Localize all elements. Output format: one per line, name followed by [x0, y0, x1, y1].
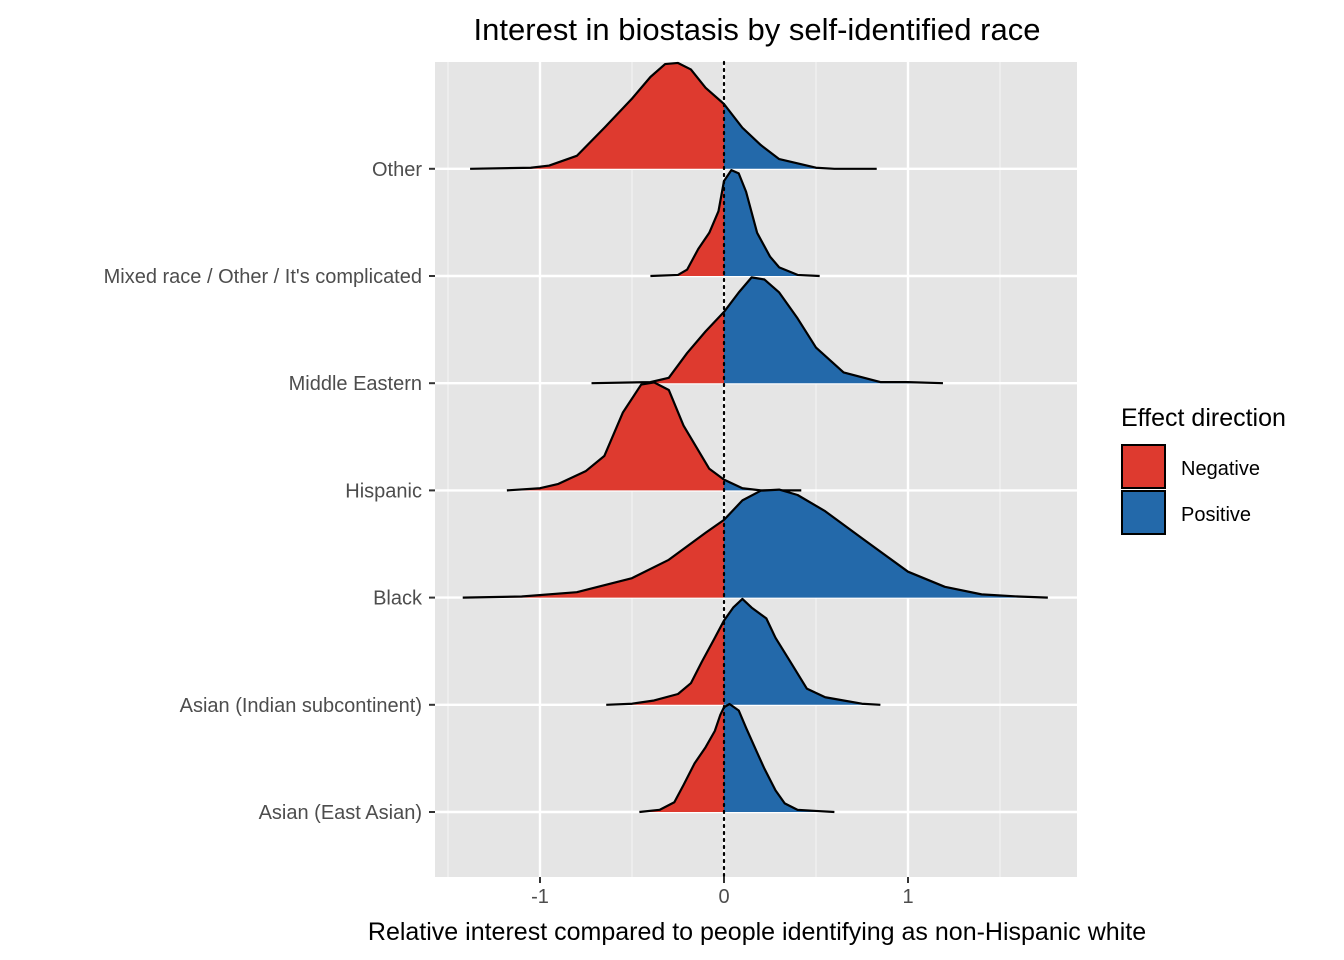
ridge-outline: [639, 702, 835, 814]
ridge-other: [470, 61, 877, 170]
density-ridges: [462, 61, 1048, 814]
ridge-area-negative: [591, 311, 724, 384]
y-tick-label: Black: [373, 588, 423, 610]
x-tick-label: -1: [531, 886, 549, 908]
ridge-asian-indian-subcontinent: [606, 597, 881, 706]
ridge-hispanic: [506, 381, 802, 492]
legend-label-positive: Positive: [1181, 504, 1251, 526]
ridge-area-negative: [639, 707, 724, 812]
y-tick-label: Other: [372, 159, 422, 181]
y-axis: Asian (East Asian) Asian (Indian subconti…: [104, 159, 435, 824]
ridge-area-negative: [650, 180, 724, 276]
ridge-area-negative: [506, 382, 724, 491]
y-tick-label: Mixed race / Other / It's complicated: [104, 266, 422, 288]
ridge-area-negative: [606, 620, 724, 705]
ridge-outline: [606, 597, 881, 706]
x-axis-title: Relative interest compared to people ide…: [368, 918, 1146, 946]
ridge-outline: [470, 61, 877, 170]
y-tick-label: Asian (East Asian): [259, 802, 422, 824]
legend-swatch-negative: [1121, 444, 1166, 489]
ridge-asian-east-asian: [639, 702, 835, 814]
ridge-area-positive: [724, 598, 881, 705]
legend: Effect direction Negative Positive: [1121, 404, 1286, 535]
plot-panel: [435, 62, 1077, 877]
y-tick-label: Asian (Indian subcontinent): [180, 695, 422, 717]
ridge-mixed-race-other-it-s-complicated: [650, 169, 820, 278]
ridge-area-positive: [724, 170, 820, 276]
x-axis: -1 0 1: [531, 877, 914, 908]
ridge-black: [462, 488, 1048, 599]
ridge-area-negative: [462, 519, 724, 598]
ridge-area-positive: [724, 489, 1048, 598]
ridge-area-positive: [724, 704, 835, 812]
y-tick-label: Middle Eastern: [289, 373, 422, 395]
ridge-area-negative: [470, 62, 724, 169]
ridge-outline: [591, 276, 943, 385]
x-tick-label: 1: [902, 886, 913, 908]
ridge-area-positive: [724, 104, 877, 169]
legend-title: Effect direction: [1121, 404, 1286, 432]
ridge-outline: [506, 381, 802, 492]
ridge-outline: [462, 488, 1048, 599]
x-tick-label: 0: [718, 886, 729, 908]
chart-title: Interest in biostasis by self-identified…: [474, 12, 1041, 47]
ridge-outline: [650, 169, 820, 278]
ridge-area-positive: [724, 277, 943, 384]
ridge-area-positive: [724, 479, 802, 491]
ridge-middle-eastern: [591, 276, 943, 385]
y-tick-label: Hispanic: [345, 480, 422, 502]
legend-swatch-positive: [1121, 490, 1166, 535]
legend-label-negative: Negative: [1181, 458, 1260, 480]
